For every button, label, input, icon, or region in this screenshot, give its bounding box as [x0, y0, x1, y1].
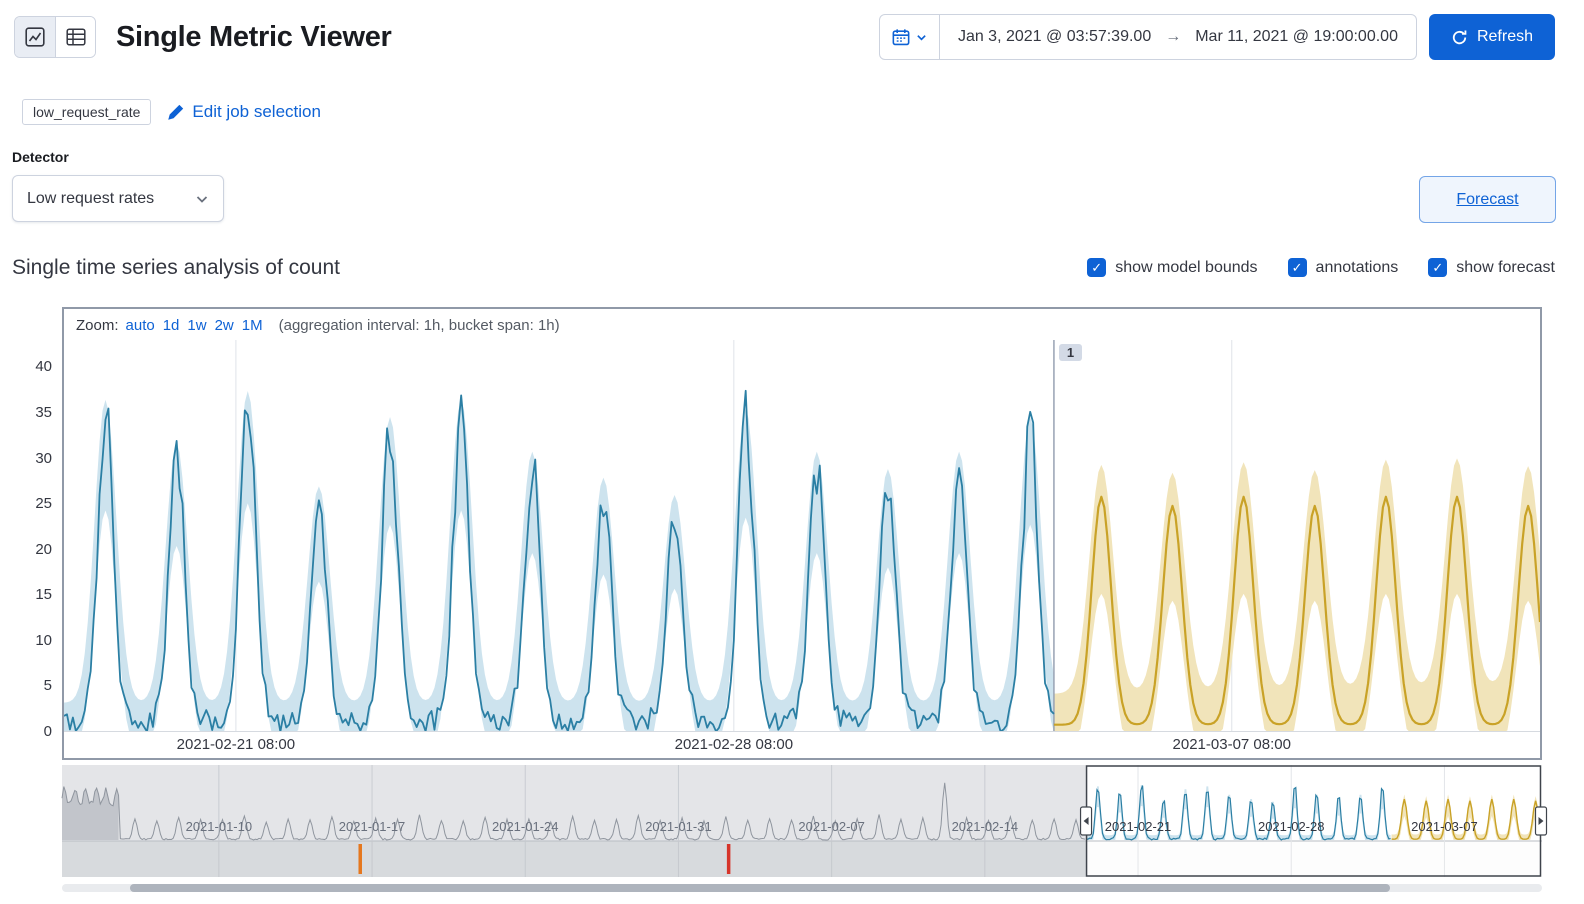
time-range-picker: Jan 3, 2021 @ 03:57:39.00 → Mar 11, 2021…: [878, 14, 1417, 60]
refresh-label: Refresh: [1476, 28, 1533, 45]
time-series-chart-panel: Zoom: auto 1d 1w 2w 1M (aggregation interval…: [35, 307, 1542, 760]
zoom-link-1d[interactable]: 1d: [162, 317, 180, 334]
navigator-initial-block: [62, 786, 119, 840]
view-toggle: [14, 16, 96, 58]
navigator-week-label: 2021-02-28: [1258, 819, 1325, 834]
navigator-week-label: 2021-02-07: [798, 819, 865, 834]
horizontal-scrollbar[interactable]: [62, 884, 1542, 892]
x-axis-labels: 2021-02-21 08:00 2021-02-28 08:00 2021-03-…: [64, 732, 1540, 758]
navigator-gray-series: [61, 782, 1086, 841]
anomaly-swimlane[interactable]: [62, 841, 1087, 877]
job-row: low_request_rate Edit job selection: [22, 99, 321, 125]
refresh-button[interactable]: Refresh: [1428, 14, 1555, 60]
detector-select[interactable]: Low request rates: [12, 175, 224, 222]
x-tick-label: 2021-02-28 08:00: [674, 736, 794, 753]
checkbox-annotations[interactable]: ✓ annotations: [1287, 258, 1399, 277]
navigator-week-label: 2021-02-21: [1105, 819, 1172, 834]
checkbox-label: show forecast: [1456, 258, 1555, 276]
annotation-marker[interactable]: 1: [1058, 344, 1083, 361]
zoom-bar: Zoom: auto 1d 1w 2w 1M (aggregation interval…: [64, 309, 1540, 340]
chevron-down-icon: [917, 34, 926, 41]
table-icon: [65, 28, 86, 46]
y-tick-label: 20: [35, 540, 52, 558]
y-tick-label: 30: [35, 449, 52, 467]
chart-options: ✓ show model bounds ✓ annotations ✓ show fore…: [1087, 258, 1555, 277]
navigator-week-label: 2021-01-17: [339, 819, 406, 834]
y-tick-label: 25: [35, 495, 52, 513]
brush-handle-right[interactable]: [1534, 806, 1548, 836]
checkbox-box[interactable]: ✓: [1428, 258, 1448, 277]
pencil-icon: [168, 104, 184, 120]
chevron-down-icon: [196, 195, 208, 203]
edit-job-selection-link[interactable]: Edit job selection: [167, 102, 321, 122]
anomaly-swimlane-selected[interactable]: [1086, 841, 1542, 877]
checkbox-box[interactable]: ✓: [1087, 258, 1107, 277]
y-tick-label: 15: [35, 586, 52, 604]
calendar-icon: [892, 29, 910, 46]
context-chart: 2021-01-10 2021-01-17 2021-01-24 2021-01-31…: [61, 765, 1548, 877]
scrollbar-thumb[interactable]: [130, 884, 1390, 892]
date-range-arrow-icon: →: [1165, 28, 1182, 45]
timepicker-dates: Jan 3, 2021 @ 03:57:39.00 → Mar 11, 2021…: [940, 28, 1416, 46]
detector-label: Detector: [12, 149, 69, 165]
analysis-heading: Single time series analysis of count: [12, 256, 340, 279]
detector-selected-value: Low request rates: [27, 189, 155, 207]
forecast-button[interactable]: Forecast: [1419, 176, 1556, 223]
zoom-link-1w[interactable]: 1w: [187, 317, 207, 334]
navigator-forecast-series: [1391, 799, 1542, 840]
page-title: Single Metric Viewer: [116, 20, 392, 53]
actual-series-line: [64, 389, 1055, 732]
y-tick-label: 10: [35, 631, 52, 649]
end-date[interactable]: Mar 11, 2021 @ 19:00:00.00: [1195, 28, 1398, 45]
line-chart-icon: [25, 27, 45, 47]
context-chart-svg: 2021-01-10 2021-01-17 2021-01-24 2021-01-31…: [61, 765, 1548, 877]
anomaly-mark-critical[interactable]: [726, 844, 731, 874]
checkbox-label: show model bounds: [1115, 258, 1258, 276]
checkbox-show-forecast[interactable]: ✓ show forecast: [1428, 258, 1555, 277]
checkbox-show-model-bounds[interactable]: ✓ show model bounds: [1087, 258, 1258, 277]
page-header: Single Metric Viewer Jan 3, 2021 @ 03:57…: [14, 14, 1555, 60]
edit-job-selection-label: Edit job selection: [192, 102, 321, 121]
y-tick-label: 0: [43, 723, 52, 740]
forecast-series-line: [1053, 495, 1540, 726]
timepicker-calendar-button[interactable]: [880, 15, 940, 59]
header-right: Jan 3, 2021 @ 03:57:39.00 → Mar 11, 2021…: [878, 14, 1555, 60]
zoom-link-1M[interactable]: 1M: [241, 317, 263, 334]
main-chart-svg: [64, 340, 1540, 732]
navigator-week-label: 2021-01-31: [645, 819, 712, 834]
header-left: Single Metric Viewer: [14, 16, 392, 58]
checkbox-label: annotations: [1315, 258, 1399, 276]
zoom-prefix: Zoom:: [76, 317, 119, 334]
zoom-links: auto 1d 1w 2w 1M: [126, 317, 271, 334]
zoom-link-2w[interactable]: 2w: [214, 317, 234, 334]
job-id-badge: low_request_rate: [22, 99, 152, 125]
zoom-link-auto[interactable]: auto: [125, 317, 155, 334]
x-tick-label: 2021-03-07 08:00: [1172, 736, 1291, 753]
navigator-week-label: 2021-01-10: [186, 819, 253, 834]
brush-handle-left[interactable]: [1079, 806, 1093, 836]
refresh-icon: [1452, 29, 1467, 44]
y-tick-label: 40: [35, 358, 52, 376]
main-chart-plot: 1 40 35 30 25 20 15 10 5 0: [35, 340, 1540, 740]
start-date[interactable]: Jan 3, 2021 @ 03:57:39.00: [957, 28, 1152, 45]
forecast-bounds-band: [1053, 458, 1540, 732]
zoom-suffix: (aggregation interval: 1h, bucket span: …: [278, 317, 560, 334]
checkbox-box[interactable]: ✓: [1287, 258, 1307, 277]
navigator-week-label: 2021-03-07: [1411, 819, 1478, 834]
y-tick-label: 5: [43, 677, 52, 695]
y-tick-label: 35: [35, 403, 52, 421]
x-tick-label: 2021-02-21 08:00: [176, 736, 296, 753]
navigator-actual-series: [1085, 785, 1391, 841]
model-bounds-band: [64, 391, 1054, 732]
chart-view-toggle-button[interactable]: [15, 17, 55, 57]
table-view-toggle-button[interactable]: [55, 17, 95, 57]
anomaly-mark-warning[interactable]: [358, 844, 362, 874]
navigator-week-label: 2021-02-14: [952, 819, 1019, 834]
navigator-week-label: 2021-01-24: [492, 819, 559, 834]
